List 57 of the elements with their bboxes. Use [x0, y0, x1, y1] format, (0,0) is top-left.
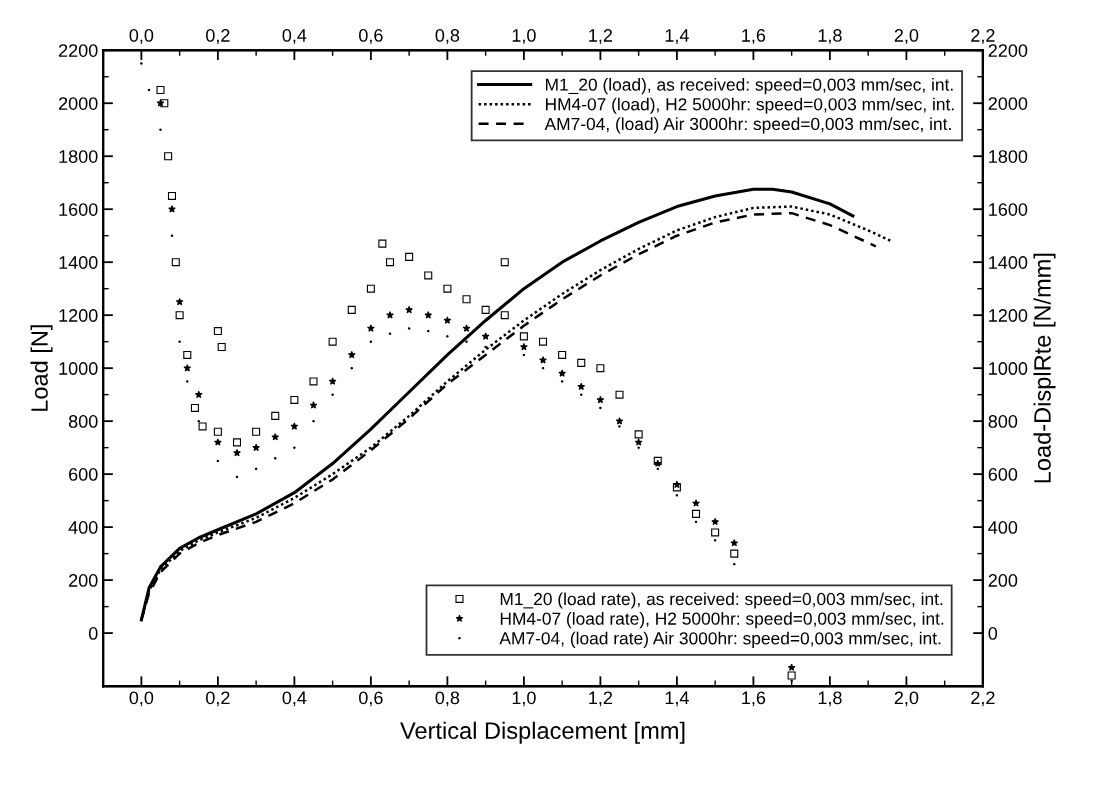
y-tick-label: 2200	[59, 44, 98, 57]
x2-tick-label: 1,4	[665, 29, 689, 44]
legend-label: M1_20 (load), as received: speed=0,003 mm/sec, int.	[545, 78, 953, 95]
x2-tick-label: 0,4	[282, 29, 307, 44]
legend-label: AM7-04, (load rate) Air 3000hr: speed=0,003 mm/sec, int.	[499, 631, 941, 648]
legend-label: HM4-07 (load rate), H2 5000hr: speed=0,003 mm/sec, int.	[500, 612, 944, 629]
legend-label: HM4-07 (load), H2 5000hr: speed=0,003 mm/sec, int.	[545, 97, 954, 114]
y-tick-label: 2000	[59, 97, 98, 110]
y2-tick-label: 1200	[989, 309, 1028, 322]
y2-tick-label: 2200	[988, 44, 1028, 57]
y2-tick-label: 1800	[989, 150, 1028, 163]
x-tick-label: 0,6	[359, 691, 383, 707]
x2-tick-label: 2,0	[894, 29, 919, 44]
y2-tick-label: 600	[988, 468, 1018, 481]
y2-tick-label: 1600	[989, 203, 1028, 216]
x-tick-label: 1,4	[665, 691, 689, 707]
x2-tick-label: 1,8	[818, 29, 842, 44]
y-tick-label: 1200	[59, 309, 98, 322]
x-tick-label: 1,8	[818, 691, 842, 707]
y2-tick-label: 400	[988, 521, 1018, 534]
y-tick-label: 1400	[59, 256, 98, 269]
x2-tick-label: 0,8	[435, 29, 460, 44]
y-tick-label: 200	[69, 574, 98, 587]
legend-label: AM7-04, (load) Air 3000hr: speed=0,003 mm/sec, int.	[544, 117, 951, 134]
y2-tick-label: 0	[988, 627, 998, 640]
x2-tick-label: 0,6	[359, 29, 383, 44]
x2-tick-label: 1,0	[512, 29, 536, 44]
x-tick-label: 0,2	[206, 691, 230, 707]
y2-tick-label: 2000	[988, 97, 1028, 110]
y-tick-label: 400	[68, 521, 98, 534]
x-tick-label: 0,0	[129, 691, 154, 707]
y-axis-title: Load [N]	[30, 325, 53, 411]
x-tick-label: 1,6	[742, 691, 766, 707]
x-tick-label: 1,2	[589, 691, 613, 707]
y-tick-label: 1600	[59, 203, 98, 216]
legend-label: M1_20 (load rate), as received: speed=0,003 mm/sec, int.	[500, 592, 943, 609]
y2-tick-label: 800	[988, 415, 1018, 428]
x-tick-label: 1,0	[512, 691, 536, 707]
y-tick-label: 1000	[59, 362, 98, 375]
x2-tick-label: 0,2	[206, 29, 230, 44]
y2-axis-title: Load-DisplRte [N/mm]	[1033, 253, 1056, 483]
x-tick-label: 0,8	[435, 691, 460, 707]
x2-tick-label: 1,2	[589, 29, 613, 44]
y-tick-label: 1800	[59, 150, 98, 163]
y2-tick-label: 200	[988, 574, 1018, 587]
y-tick-label: 600	[69, 468, 98, 481]
x-tick-label: 0,4	[282, 691, 307, 707]
x2-tick-label: 1,6	[742, 29, 766, 44]
x-tick-label: 2,0	[894, 691, 919, 707]
y2-tick-label: 1000	[989, 362, 1028, 375]
x-tick-label: 2,2	[971, 691, 995, 707]
y-tick-label: 0	[88, 627, 98, 640]
y-tick-label: 800	[68, 415, 98, 428]
x-axis-title: Vertical Displacement [mm]	[400, 721, 685, 744]
x2-tick-label: 0,0	[129, 29, 154, 44]
x2-tick-label: 2,2	[971, 29, 995, 44]
y2-tick-label: 1400	[989, 256, 1028, 269]
